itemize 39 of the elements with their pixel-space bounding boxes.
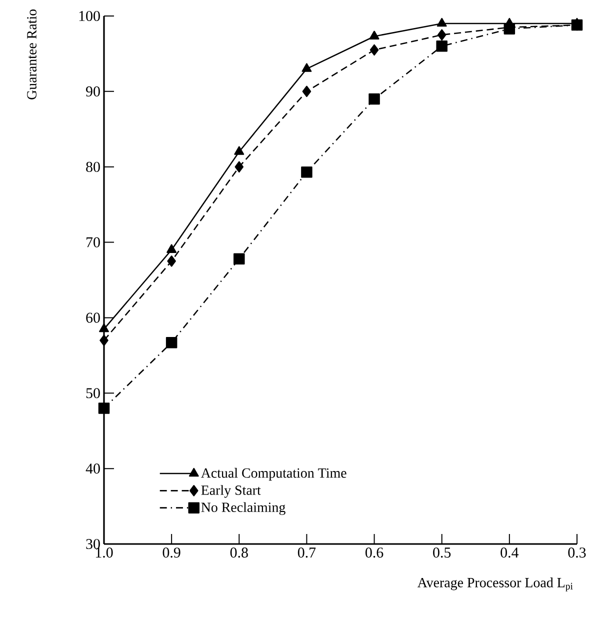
point	[437, 29, 446, 40]
point	[166, 244, 177, 253]
point	[369, 30, 380, 40]
legend-label: Early Start	[201, 485, 261, 498]
y-tick-label: 40	[86, 464, 100, 474]
point	[166, 336, 178, 348]
y-tick-label: 70	[86, 237, 100, 248]
y-tick-label: 30	[86, 538, 100, 550]
point	[100, 334, 108, 346]
x-tick-label: 1.0	[96, 548, 113, 558]
point	[234, 161, 244, 172]
y-tick-label: 90	[86, 86, 100, 96]
point	[368, 93, 380, 105]
point	[167, 256, 176, 267]
y-tick-label: 50	[86, 388, 100, 398]
x-tick-label: 0.3	[568, 548, 586, 558]
x-tick-label: 0.4	[500, 548, 519, 558]
x-axis-title: Average Processor Load L$_{pi}$	[417, 578, 573, 592]
y-axis-title: Guarantee Ratio	[27, 9, 36, 100]
point	[370, 44, 379, 56]
legend-label: No Reclaiming	[201, 502, 286, 515]
point	[436, 40, 448, 52]
y-tick-label: 100	[79, 10, 100, 22]
x-tick-label: 0.9	[162, 548, 180, 558]
point	[436, 18, 447, 27]
x-tick-label: 0.5	[433, 548, 451, 558]
point	[98, 402, 110, 414]
y-tick-label: 60	[86, 312, 100, 323]
point	[99, 323, 109, 332]
point	[302, 63, 312, 72]
y-tick-label: 80	[86, 162, 100, 172]
x-tick-label: 0.6	[366, 548, 384, 558]
x-tick-label: 0.7	[298, 548, 316, 558]
point	[301, 166, 312, 178]
point	[234, 253, 245, 265]
x-tick-label: 0.8	[230, 548, 248, 558]
point	[234, 146, 244, 155]
point	[302, 86, 312, 98]
legend-label: Actual Computation Time	[200, 468, 346, 481]
